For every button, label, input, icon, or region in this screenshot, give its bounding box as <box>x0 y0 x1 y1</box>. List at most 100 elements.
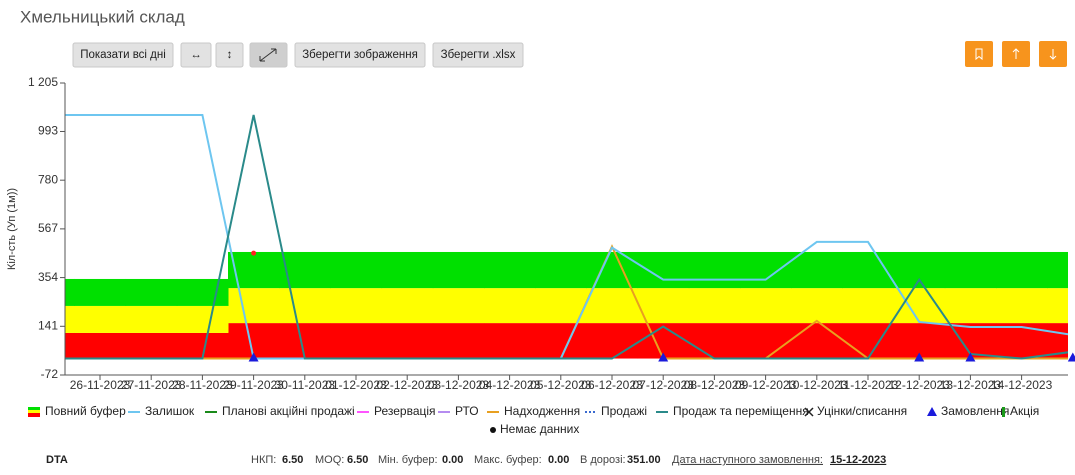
bookmark-button[interactable] <box>965 41 993 67</box>
buffer-zone <box>65 305 75 333</box>
buffer-zone <box>791 288 843 324</box>
buffer-zone <box>944 288 997 324</box>
buffer-zone <box>535 323 587 359</box>
buffer-zone <box>535 288 587 324</box>
down-icon <box>1049 49 1057 60</box>
x-tick-label: 10-12-2023 <box>786 378 848 392</box>
buffer-zone <box>637 288 690 324</box>
legend-item[interactable]: Продажі <box>585 404 647 418</box>
button-bg <box>294 42 426 68</box>
buffer-zone <box>484 323 536 359</box>
legend-item[interactable]: Уцінки/списання <box>804 404 907 418</box>
toolbar-button[interactable]: ↔ <box>180 42 212 68</box>
order-marker <box>658 352 669 362</box>
legend-item[interactable]: Надходження <box>487 404 580 418</box>
x-tick-label: 07-12-2023 <box>633 378 695 392</box>
up-button[interactable] <box>1002 41 1030 67</box>
stat-value: 0.00 <box>442 454 463 466</box>
next-order-date[interactable]: 15-12-2023 <box>830 454 886 466</box>
buffer-zone <box>381 251 434 289</box>
y-tick-label: 567 <box>38 221 58 235</box>
buffer-zone <box>893 251 946 289</box>
x-tick-label: 01-12-2023 <box>325 378 387 392</box>
buffer-zone <box>688 288 741 324</box>
y-tick-label: 141 <box>38 318 58 332</box>
stat-value: 6.50 <box>282 454 303 466</box>
buffer-zone <box>637 323 690 359</box>
button-label: Зберегти зображення <box>302 49 418 61</box>
buffer-zone <box>125 278 178 306</box>
buffer-zone <box>791 251 843 289</box>
legend-icon <box>927 407 937 416</box>
buffer-zone <box>740 288 792 324</box>
legend-item[interactable]: Замовлення <box>927 404 1009 418</box>
button-label: ↕ <box>227 49 233 61</box>
legend-item[interactable]: Планові акційні продажі <box>205 404 355 418</box>
buffer-zone <box>381 323 434 359</box>
x-tick-label: 04-12-2023 <box>479 378 541 392</box>
buffer-zone <box>484 288 536 324</box>
legend-item[interactable]: Акція <box>1002 404 1039 418</box>
stat-value: 351.00 <box>627 454 661 466</box>
buffer-zone <box>688 323 741 359</box>
expand-button[interactable] <box>249 42 288 68</box>
y-axis-title: Кіл-сть (Уп (1м)) <box>6 188 18 270</box>
buffer-zone <box>432 251 485 289</box>
buffer-zone <box>279 288 331 324</box>
down-button[interactable] <box>1039 41 1067 67</box>
legend-icon <box>28 413 40 417</box>
button-bg <box>72 42 174 68</box>
legend-label: Надходження <box>504 404 580 418</box>
buffer-zone <box>586 251 639 289</box>
expand-icon <box>259 48 277 62</box>
y-tick-label: 993 <box>38 124 58 138</box>
buffer-zone <box>791 323 843 359</box>
legend-item[interactable]: Резервація <box>357 404 436 418</box>
buffer-zone <box>330 323 383 359</box>
legend-icon <box>28 407 40 410</box>
x-tick-label: 05-12-2023 <box>530 378 592 392</box>
toolbar-button[interactable]: Показати всі дні <box>72 42 174 68</box>
legend-label: Акція <box>1010 404 1039 418</box>
legend-item[interactable]: Продаж та переміщення <box>656 404 809 418</box>
stat-label: MOQ: <box>315 454 344 466</box>
order-marker <box>1067 352 1075 362</box>
footer-code: DTA <box>46 454 68 466</box>
buffer-zone <box>842 288 895 324</box>
y-tick-label: 780 <box>38 172 58 186</box>
buffer-zone <box>944 251 997 289</box>
buffer-zone <box>996 288 1048 324</box>
buffer-zone <box>279 323 331 359</box>
button-label: Зберегти .xlsx <box>441 49 516 61</box>
toolbar-button[interactable]: ↕ <box>215 42 244 68</box>
order-marker <box>965 352 976 362</box>
legend-item[interactable]: Повний буфер <box>28 404 126 418</box>
stat-value: 0.00 <box>548 454 569 466</box>
buffer-zone <box>176 305 229 333</box>
legend-item[interactable]: Немає данних <box>490 422 579 436</box>
buffer-zone <box>1047 251 1068 289</box>
buffer-zone <box>484 251 536 289</box>
stat-label: НКП: <box>251 454 276 466</box>
order-marker <box>914 352 925 362</box>
next-order-label[interactable]: Дата наступного замовлення: <box>672 454 823 466</box>
toolbar-button[interactable]: Зберегти зображення <box>294 42 426 68</box>
buffer-zone <box>637 251 690 289</box>
buffer-zone <box>330 251 383 289</box>
y-tick-label: 1 205 <box>28 75 58 89</box>
x-tick-label: 14-12-2023 <box>991 378 1053 392</box>
buffer-zone <box>893 323 946 359</box>
series-line <box>65 114 1068 360</box>
x-tick-label: 26-11-2023 <box>70 378 131 392</box>
legend-item[interactable]: Залишок <box>128 404 195 418</box>
button-label: ↔ <box>190 49 202 61</box>
legend-item[interactable]: РТО <box>438 404 479 418</box>
x-tick-label: 09-12-2023 <box>735 378 797 392</box>
legend-label: Залишок <box>145 404 195 418</box>
toolbar-button[interactable]: Зберегти .xlsx <box>432 42 524 68</box>
x-tick-label: 06-12-2023 <box>581 378 643 392</box>
up-icon <box>1012 48 1020 59</box>
buffer-zone <box>74 278 127 306</box>
legend-label: Продажі <box>601 404 647 418</box>
stat-label: Мін. буфер: <box>378 454 438 466</box>
